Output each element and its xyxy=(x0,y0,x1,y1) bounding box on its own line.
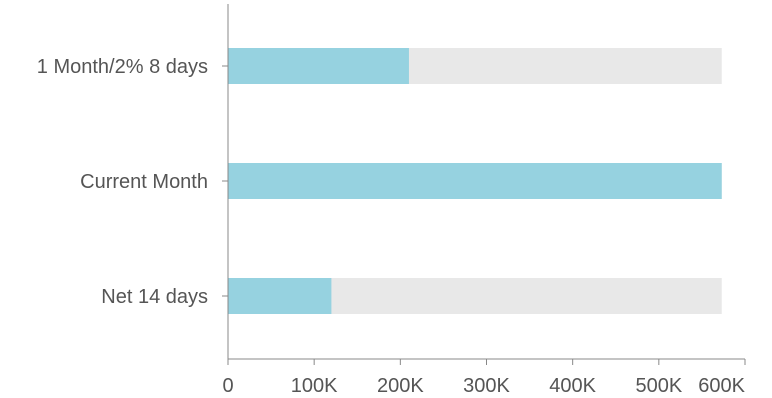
y-tick-label-1-month-2-8-days: 1 Month/2% 8 days xyxy=(37,56,208,78)
y-axis-labels: 1 Month/2% 8 days Current Month Net 14 day… xyxy=(37,56,208,308)
axes xyxy=(222,4,746,365)
x-tick-label-100k: 100K xyxy=(291,375,338,397)
x-tick-label-0: 0 xyxy=(222,375,233,397)
bars xyxy=(228,48,722,314)
bar-net-14-days xyxy=(228,278,332,314)
x-tick-label-200k: 200K xyxy=(377,375,424,397)
bar-current-month xyxy=(228,163,722,199)
x-tick-label-600k: 600K xyxy=(698,375,745,397)
y-tick-label-net-14-days: Net 14 days xyxy=(101,286,208,308)
bar-1-month-2-8-days xyxy=(228,48,409,84)
x-tick-label-500k: 500K xyxy=(635,375,682,397)
x-axis-labels: 0 100K 200K 300K 400K 500K 600K xyxy=(222,375,745,397)
x-tick-label-400k: 400K xyxy=(549,375,596,397)
x-tick-label-300k: 300K xyxy=(463,375,510,397)
y-tick-label-current-month: Current Month xyxy=(80,171,208,193)
